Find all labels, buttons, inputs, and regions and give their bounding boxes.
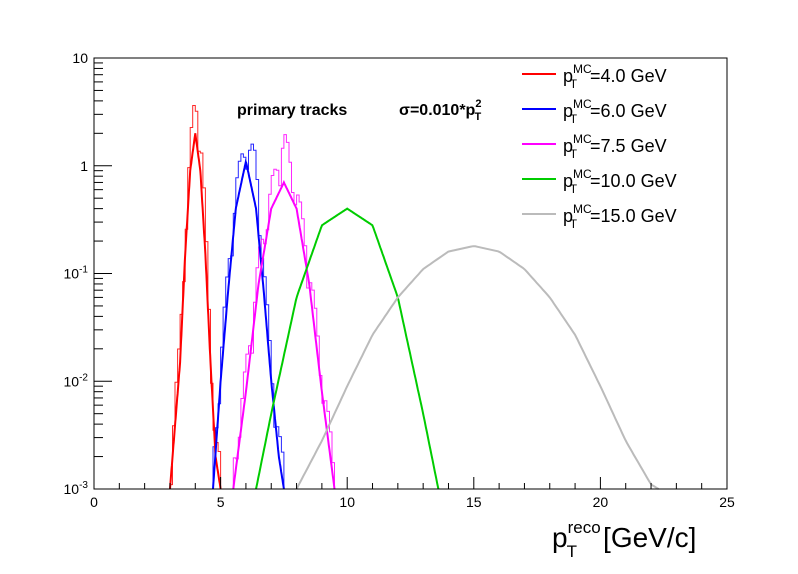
legend-label: pMC T =4.0 GeV <box>563 62 667 91</box>
series-line-2 <box>212 158 285 490</box>
legend-label-sub: T <box>570 147 578 161</box>
y-tick-label: 10-2 <box>64 372 89 389</box>
legend-label-main: p <box>563 171 573 191</box>
x-tick-label: 15 <box>466 494 482 510</box>
y-tick-mantissa: 10 <box>64 481 80 497</box>
legend-entry-5: pMC T =15.0 GeV <box>522 202 677 231</box>
legend-entry-2: pMC T =6.0 GeV <box>522 97 667 126</box>
legend-label-main: p <box>563 136 573 156</box>
x-tick-label: 0 <box>90 494 98 510</box>
legend-label-tail: =10.0 GeV <box>590 171 677 191</box>
legend-label: pMC T =7.5 GeV <box>563 132 667 161</box>
x-axis-title: preco T [GeV/c] <box>552 518 696 561</box>
series-line-4 <box>255 207 440 490</box>
annotation-sigma-main: σ=0.010*p <box>399 102 476 119</box>
legend-label-sub: T <box>570 217 578 231</box>
legend-label: pMC T =10.0 GeV <box>563 167 677 196</box>
x-axis-title-main: p <box>552 522 568 553</box>
legend-label-main: p <box>563 101 573 121</box>
legend-label-sup: MC <box>573 62 592 76</box>
legend-label: pMC T =15.0 GeV <box>563 202 677 231</box>
legend-label-sub: T <box>570 112 578 126</box>
legend-label-tail: =7.5 GeV <box>590 136 667 156</box>
x-axis: 0 5 10 15 20 25 <box>90 477 735 510</box>
x-tick-label: 20 <box>593 494 609 510</box>
legend-label-sup: MC <box>573 132 592 146</box>
y-tick-label: 10-1 <box>64 265 89 282</box>
legend-label-sup: MC <box>573 97 592 111</box>
legend-entry-4: pMC T =10.0 GeV <box>522 167 677 196</box>
x-axis-title-sup: reco <box>568 518 601 537</box>
legend-label-main: p <box>563 206 573 226</box>
y-tick-exponent: -2 <box>79 372 88 383</box>
annotation-primary-tracks: primary tracks <box>237 102 347 119</box>
series-layer <box>169 133 660 490</box>
legend-label-tail: =6.0 GeV <box>590 101 667 121</box>
y-tick-exponent: -3 <box>79 480 88 491</box>
legend-label-sub: T <box>570 182 578 196</box>
x-tick-label: 5 <box>217 494 225 510</box>
annotation-sigma: σ=0.010*p2 T <box>399 98 481 123</box>
legend-label: pMC T =6.0 GeV <box>563 97 667 126</box>
y-tick-mantissa: 10 <box>64 266 80 282</box>
x-tick-label: 25 <box>719 494 735 510</box>
y-tick-mantissa: 10 <box>64 373 80 389</box>
legend-label-main: p <box>563 66 573 86</box>
series-line-1 <box>169 133 222 490</box>
y-tick-exponent: -1 <box>79 265 88 276</box>
y-tick-label: 1 <box>80 158 88 174</box>
legend-label-sup: MC <box>573 167 592 181</box>
x-axis-title-unit: [GeV/c] <box>603 522 696 553</box>
legend-label-tail: =4.0 GeV <box>590 66 667 86</box>
annotation-sigma-sup: 2 <box>475 98 481 110</box>
annotation-sigma-sub: T <box>474 111 481 123</box>
legend-entry-3: pMC T =7.5 GeV <box>522 132 667 161</box>
legend-label-tail: =15.0 GeV <box>590 206 677 226</box>
series-line-5 <box>295 245 660 490</box>
y-tick-label: 10-3 <box>64 480 89 497</box>
histogram-series-2 <box>212 143 287 490</box>
y-tick-label: 10 <box>72 50 88 66</box>
x-axis-title-sub: T <box>567 542 577 561</box>
legend-label-sub: T <box>570 77 578 91</box>
legend-entry-1: pMC T =4.0 GeV <box>522 62 667 91</box>
series-line-3 <box>232 179 336 490</box>
legend-label-sup: MC <box>573 202 592 216</box>
x-tick-label: 10 <box>339 494 355 510</box>
